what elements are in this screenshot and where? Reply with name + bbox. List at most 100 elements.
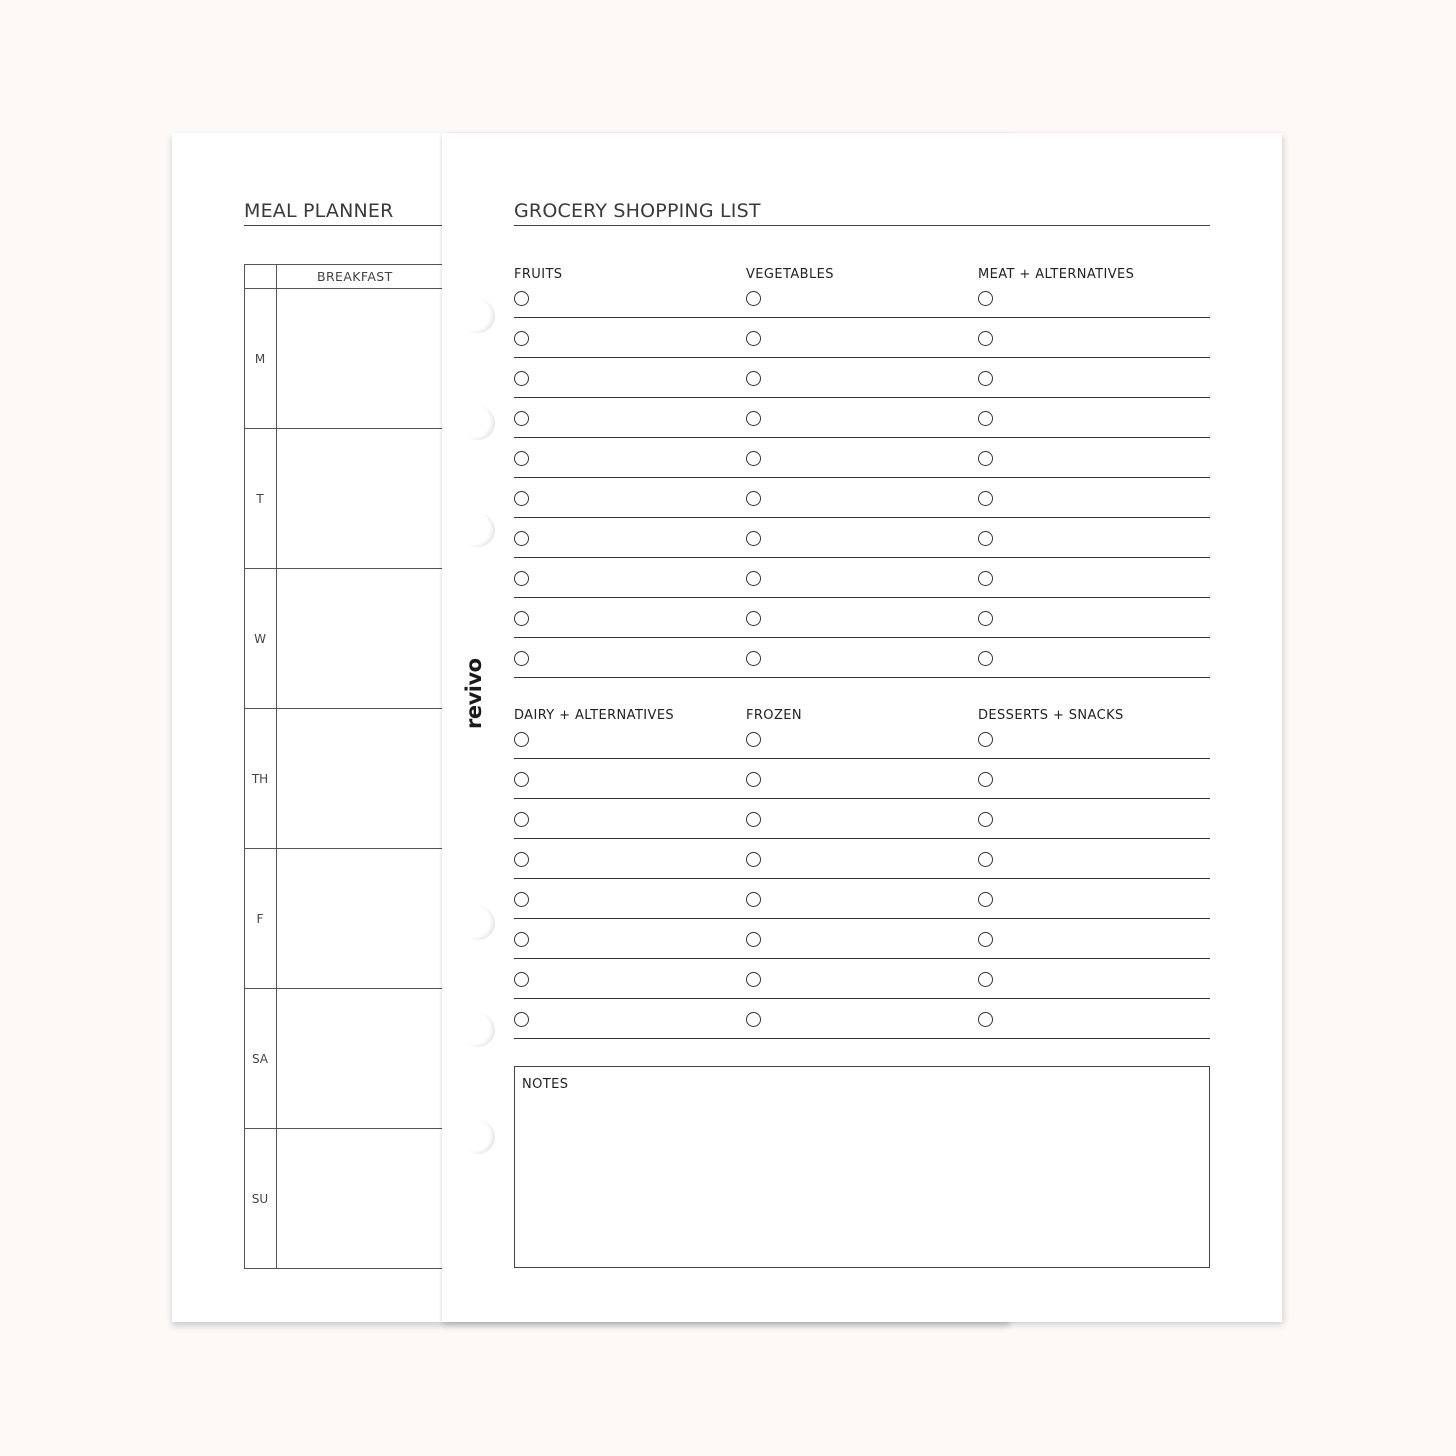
punch-hole [461,1120,495,1154]
list-line [514,437,1210,438]
checkbox-circle[interactable] [746,571,761,586]
checkbox-circle[interactable] [514,972,529,987]
checkbox-circle[interactable] [746,732,761,747]
breakfast-cell[interactable] [276,1128,456,1269]
checkbox-circle[interactable] [978,1012,993,1027]
checkbox-circle[interactable] [746,531,761,546]
checkbox-circle[interactable] [746,932,761,947]
title-underline [244,225,442,226]
checkbox-circle[interactable] [978,772,993,787]
checkbox-circle[interactable] [514,611,529,626]
checkbox-circle[interactable] [746,852,761,867]
checkbox-circle[interactable] [514,812,529,827]
list-line [514,357,1210,358]
list-line [514,1038,1210,1039]
checkbox-circle[interactable] [746,451,761,466]
checkbox-circle[interactable] [978,852,993,867]
grocery-title: GROCERY SHOPPING LIST [514,200,761,222]
breakfast-cell[interactable] [276,288,456,429]
checkbox-circle[interactable] [514,651,529,666]
breakfast-cell[interactable] [276,708,456,849]
checkbox-circle[interactable] [978,451,993,466]
section-header: DESSERTS + SNACKS [978,708,1124,723]
checkbox-circle[interactable] [978,331,993,346]
notes-label: NOTES [522,1077,569,1092]
list-line [514,517,1210,518]
section-header: DAIRY + ALTERNATIVES [514,708,675,723]
list-line [514,597,1210,598]
list-line [514,317,1210,318]
section-header: FROZEN [746,708,802,723]
checkbox-circle[interactable] [978,732,993,747]
day-label: M [254,352,266,366]
section-header: VEGETABLES [746,267,834,282]
checkbox-circle[interactable] [514,892,529,907]
checkbox-circle[interactable] [978,812,993,827]
checkbox-circle[interactable] [514,491,529,506]
checkbox-circle[interactable] [978,651,993,666]
list-line [514,637,1210,638]
checkbox-circle[interactable] [978,571,993,586]
checkbox-circle[interactable] [746,812,761,827]
breakfast-cell[interactable] [276,988,456,1129]
checkbox-circle[interactable] [514,732,529,747]
checkbox-circle[interactable] [746,331,761,346]
grocery-list-page: GROCERY SHOPPING LIST revivo FRUITS VEGET… [442,133,1282,1322]
punch-hole [461,299,495,333]
checkbox-circle[interactable] [978,371,993,386]
breakfast-cell[interactable] [276,568,456,709]
day-label: SU [251,1192,269,1206]
checkbox-circle[interactable] [514,291,529,306]
checkbox-circle[interactable] [746,892,761,907]
checkbox-circle[interactable] [514,451,529,466]
checkbox-circle[interactable] [514,1012,529,1027]
checkbox-circle[interactable] [514,772,529,787]
list-line [514,838,1210,839]
list-line [514,397,1210,398]
checkbox-circle[interactable] [746,371,761,386]
checkbox-circle[interactable] [514,371,529,386]
checkbox-circle[interactable] [978,491,993,506]
punch-hole [461,1013,495,1047]
checkbox-circle[interactable] [514,331,529,346]
list-line [514,477,1210,478]
checkbox-circle[interactable] [514,531,529,546]
list-line [514,758,1210,759]
checkbox-circle[interactable] [514,932,529,947]
checkbox-circle[interactable] [746,491,761,506]
breakfast-header-cell: BREAKFAST [276,264,456,289]
day-label: T [256,492,264,506]
checkbox-circle[interactable] [746,651,761,666]
breakfast-cell[interactable] [276,428,456,569]
checkbox-circle[interactable] [978,892,993,907]
checkbox-circle[interactable] [514,411,529,426]
breakfast-header: BREAKFAST [317,269,393,284]
punch-hole [461,906,495,940]
checkbox-circle[interactable] [978,611,993,626]
checkbox-circle[interactable] [978,972,993,987]
checkbox-circle[interactable] [514,852,529,867]
list-line [514,677,1210,678]
checkbox-circle[interactable] [746,1012,761,1027]
breakfast-cell[interactable] [276,848,456,989]
list-line [514,918,1210,919]
checkbox-circle[interactable] [978,411,993,426]
notes-box[interactable]: NOTES [514,1066,1210,1268]
checkbox-circle[interactable] [514,571,529,586]
header-corner-cell [244,264,277,289]
revivo-logo: revivo [462,658,486,729]
list-line [514,557,1210,558]
checkbox-circle[interactable] [746,611,761,626]
punch-hole [461,406,495,440]
checkbox-circle[interactable] [746,772,761,787]
punch-hole [461,513,495,547]
checkbox-circle[interactable] [746,972,761,987]
checkbox-circle[interactable] [978,291,993,306]
checkbox-circle[interactable] [978,531,993,546]
list-line [514,998,1210,999]
checkbox-circle[interactable] [746,411,761,426]
checkbox-circle[interactable] [746,291,761,306]
list-line [514,798,1210,799]
checkbox-circle[interactable] [978,932,993,947]
section-header: FRUITS [514,267,563,282]
